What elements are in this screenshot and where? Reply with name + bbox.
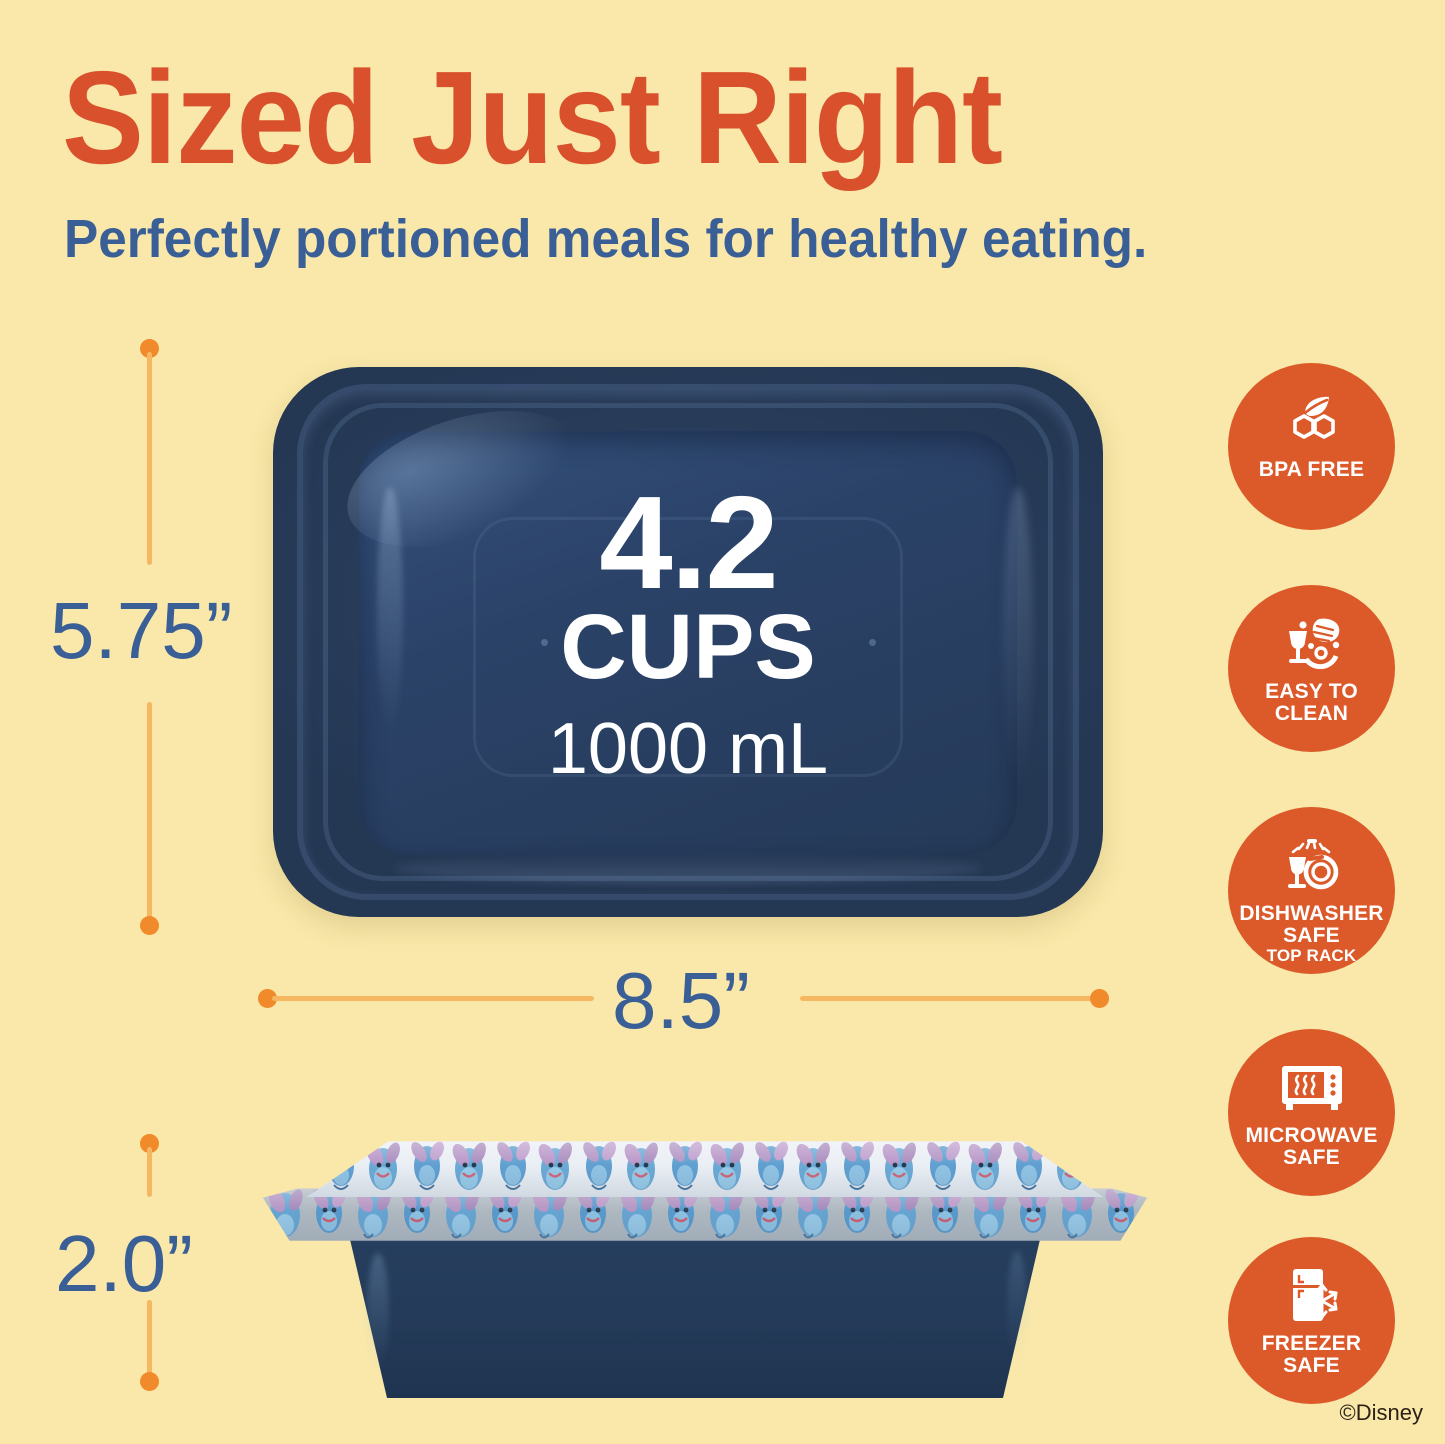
depth-dim-dot-bottom bbox=[140, 1372, 159, 1391]
badge-label: EASY TO CLEAN bbox=[1265, 681, 1358, 725]
page-subtitle: Perfectly portioned meals for healthy ea… bbox=[64, 209, 1148, 269]
container-well bbox=[359, 431, 1017, 855]
badge-label-line2: CLEAN bbox=[1274, 701, 1349, 725]
freezer-snowflake-icon bbox=[1281, 1265, 1343, 1327]
leaf-hexagons-icon bbox=[1281, 391, 1343, 453]
container-top-view bbox=[273, 367, 1103, 917]
badge-microwave-safe: MICROWAVE SAFE bbox=[1228, 1029, 1395, 1196]
badge-label-line1: EASY TO bbox=[1265, 680, 1358, 703]
depth-dim-line-lower bbox=[147, 1300, 152, 1378]
microwave-icon bbox=[1278, 1057, 1346, 1119]
badge-sublabel: TOP RACK bbox=[1266, 945, 1357, 965]
badge-easy-to-clean: EASY TO CLEAN bbox=[1228, 585, 1395, 752]
height-dimension-label: 5.75” bbox=[50, 586, 233, 675]
badge-freezer-safe: FREEZER SAFE bbox=[1228, 1237, 1395, 1404]
width-dim-dot-left bbox=[258, 989, 277, 1008]
badge-label-line1: FREEZER bbox=[1261, 1332, 1362, 1355]
container-side-base bbox=[345, 1218, 1045, 1398]
sponge-dishes-icon bbox=[1279, 613, 1345, 675]
depth-dim-dot-top bbox=[140, 1134, 159, 1153]
badge-label: MICROWAVE SAFE bbox=[1245, 1125, 1377, 1169]
badge-label: DISHWASHER SAFE TOP RACK bbox=[1239, 903, 1383, 965]
depth-dim-line-upper bbox=[147, 1147, 152, 1197]
copyright-notice: ©Disney bbox=[1339, 1400, 1423, 1425]
badge-label: FREEZER SAFE bbox=[1262, 1333, 1361, 1377]
container-vent-right bbox=[869, 639, 876, 646]
container-vent-left bbox=[541, 639, 548, 646]
container-side-gloss-right bbox=[1007, 1251, 1027, 1361]
container-rim-inner bbox=[323, 403, 1053, 881]
width-dim-line-right bbox=[800, 996, 1092, 1001]
page-title: Sized Just Right bbox=[62, 44, 1003, 191]
height-dim-dot-bottom bbox=[140, 916, 159, 935]
lid-top-face bbox=[306, 1141, 1104, 1197]
badge-bpa-free: BPA FREE bbox=[1228, 363, 1395, 530]
container-rim-outer bbox=[297, 384, 1079, 900]
badge-label-line1: DISHWASHER bbox=[1239, 902, 1384, 925]
height-dim-dot-top bbox=[140, 339, 159, 358]
stitch-print-pattern-top bbox=[306, 1141, 1104, 1197]
badge-label-line2: SAFE bbox=[1283, 1145, 1340, 1169]
height-dim-line-lower bbox=[147, 702, 152, 922]
height-dim-line-upper bbox=[147, 352, 152, 565]
container-lid bbox=[255, 1133, 1155, 1243]
container-side-gloss-left bbox=[367, 1253, 389, 1373]
stitch-print-pattern-skirt bbox=[263, 1188, 1147, 1241]
badge-dishwasher-safe: DISHWASHER SAFE TOP RACK bbox=[1228, 807, 1395, 974]
badge-label-line2: SAFE bbox=[1283, 1353, 1340, 1377]
badge-label-line1: MICROWAVE bbox=[1245, 1124, 1378, 1147]
depth-dimension-label: 2.0” bbox=[55, 1219, 193, 1308]
badge-label-line2: SAFE bbox=[1283, 923, 1340, 947]
badge-label: BPA FREE bbox=[1258, 458, 1365, 481]
dishwasher-spray-icon bbox=[1279, 835, 1345, 897]
container-base-emboss bbox=[473, 517, 903, 777]
width-dim-dot-right bbox=[1090, 989, 1109, 1008]
container-gloss-bottom bbox=[393, 853, 983, 883]
width-dimension-label: 8.5” bbox=[612, 956, 750, 1045]
container-side-view bbox=[255, 1133, 1155, 1413]
container-gloss-right bbox=[1003, 487, 1033, 787]
width-dim-line-left bbox=[272, 996, 594, 1001]
container-gloss-left bbox=[377, 487, 403, 737]
